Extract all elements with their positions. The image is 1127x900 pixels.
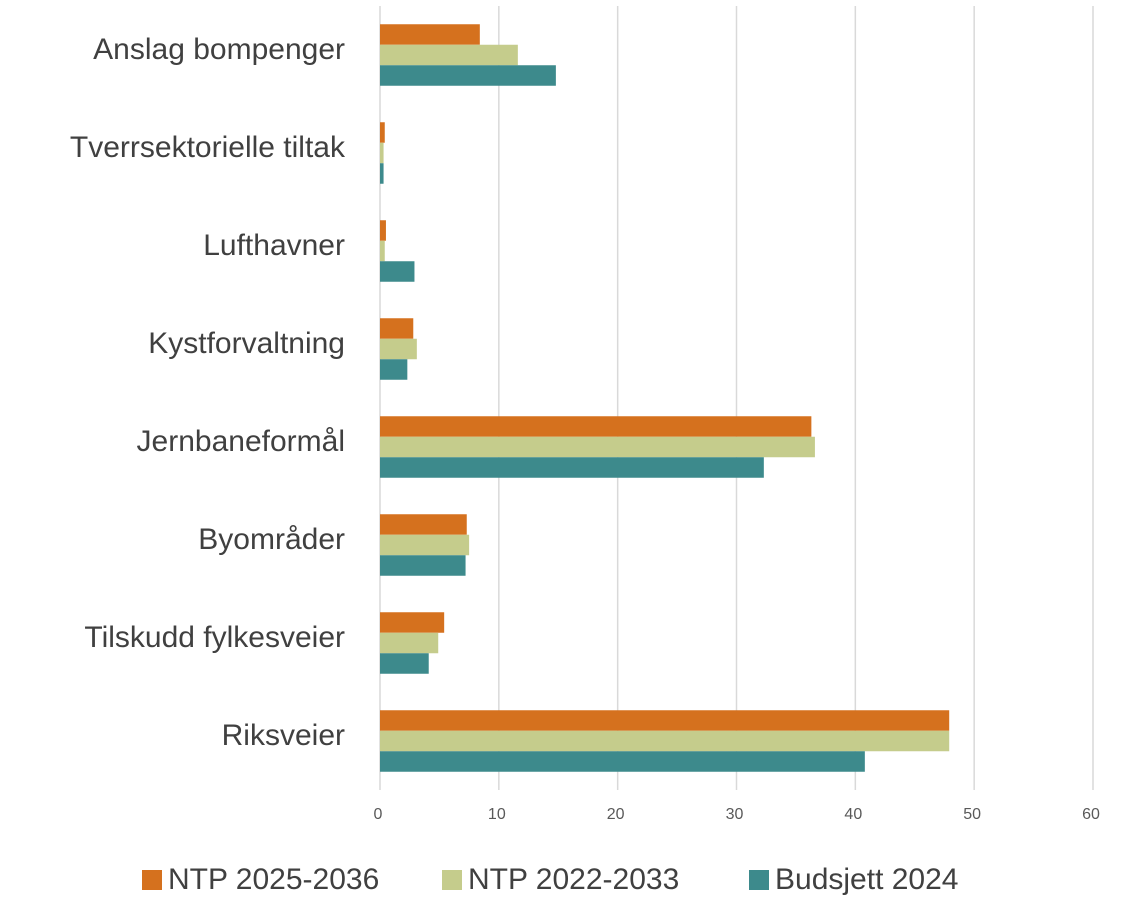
x-tick-label: 30 xyxy=(726,806,744,823)
bar xyxy=(380,632,439,654)
bar xyxy=(380,416,812,437)
bar xyxy=(380,163,384,184)
x-tick-label: 0 xyxy=(374,806,383,823)
bar xyxy=(380,457,764,478)
bar xyxy=(380,514,467,535)
bar xyxy=(380,710,950,731)
x-tick-label: 50 xyxy=(963,806,981,823)
bar xyxy=(380,338,417,360)
bar xyxy=(380,220,386,241)
bar xyxy=(380,534,470,556)
legend-swatch xyxy=(442,870,462,890)
bar xyxy=(380,612,445,633)
bar xyxy=(380,261,415,282)
category-label: Jernbaneformål xyxy=(137,425,345,458)
legend-label: NTP 2025-2036 xyxy=(168,863,379,896)
legend-swatch xyxy=(142,870,162,890)
legend-label: Budsjett 2024 xyxy=(775,863,958,896)
x-tick-label: 60 xyxy=(1082,806,1100,823)
legend-swatch xyxy=(749,870,769,890)
bar xyxy=(380,653,429,674)
bar xyxy=(380,44,518,66)
bar xyxy=(380,730,950,752)
category-label: Tilskudd fylkesveier xyxy=(84,621,345,654)
x-tick-label: 20 xyxy=(607,806,625,823)
category-label: Anslag bompenger xyxy=(93,33,345,66)
category-label: Kystforvaltning xyxy=(148,327,345,360)
bar xyxy=(380,555,466,576)
bar xyxy=(380,436,815,458)
category-label: Riksveier xyxy=(222,719,345,752)
category-label: Tverrsektorielle tiltak xyxy=(70,131,346,164)
category-label: Byområder xyxy=(198,523,345,556)
bar xyxy=(380,24,480,45)
category-label: Lufthavner xyxy=(203,229,345,262)
bar xyxy=(380,318,414,339)
x-tick-label: 10 xyxy=(488,806,506,823)
bar xyxy=(380,240,385,262)
bar xyxy=(380,751,865,772)
bar xyxy=(380,359,408,380)
bar xyxy=(380,142,384,164)
legend-label: NTP 2022-2033 xyxy=(468,863,679,896)
bar xyxy=(380,122,385,143)
bar xyxy=(380,65,556,86)
x-tick-label: 40 xyxy=(844,806,862,823)
